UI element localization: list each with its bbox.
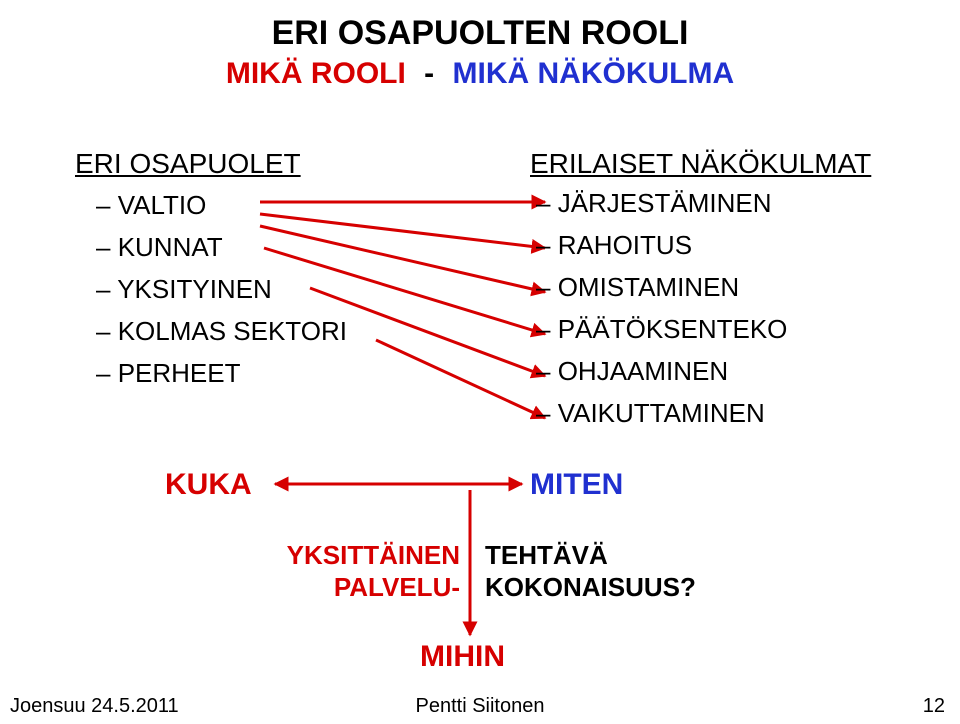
footer-center: Pentti Siitonen [0, 695, 960, 718]
center-left-line2: PALVELU- [230, 572, 460, 603]
center-left-line1: YKSITTÄINEN [230, 540, 460, 571]
center-right-line2: KOKONAISUUS? [485, 572, 696, 603]
subtitle-right: MIKÄ NÄKÖKULMA [453, 57, 735, 90]
right-item: – OMISTAMINEN [536, 272, 739, 303]
right-item: – JÄRJESTÄMINEN [536, 188, 772, 219]
mihin-label: MIHIN [420, 640, 505, 674]
left-item: – YKSITYINEN [96, 274, 272, 305]
connector-line [376, 340, 545, 418]
kuka-label: KUKA [165, 468, 252, 502]
right-item: – VAIKUTTAMINEN [536, 398, 765, 429]
left-item: – VALTIO [96, 190, 206, 221]
left-heading: ERI OSAPUOLET [75, 148, 301, 180]
right-heading: ERILAISET NÄKÖKULMAT [530, 148, 871, 180]
right-item: – PÄÄTÖKSENTEKO [536, 314, 787, 345]
connector-line [260, 226, 545, 292]
left-item: – KOLMAS SEKTORI [96, 316, 347, 347]
miten-label: MITEN [530, 468, 623, 502]
center-right-line1: TEHTÄVÄ [485, 540, 608, 571]
connector-line [260, 214, 545, 248]
subtitle-row: MIKÄ ROOLI - MIKÄ NÄKÖKULMA [0, 57, 960, 91]
right-item: – RAHOITUS [536, 230, 692, 261]
left-item: – KUNNAT [96, 232, 223, 263]
footer-right: 12 [923, 695, 945, 718]
subtitle-sep: - [424, 57, 434, 90]
left-item: – PERHEET [96, 358, 241, 389]
page-title: ERI OSAPUOLTEN ROOLI [0, 14, 960, 53]
subtitle-left: MIKÄ ROOLI [226, 57, 406, 90]
right-item: – OHJAAMINEN [536, 356, 728, 387]
